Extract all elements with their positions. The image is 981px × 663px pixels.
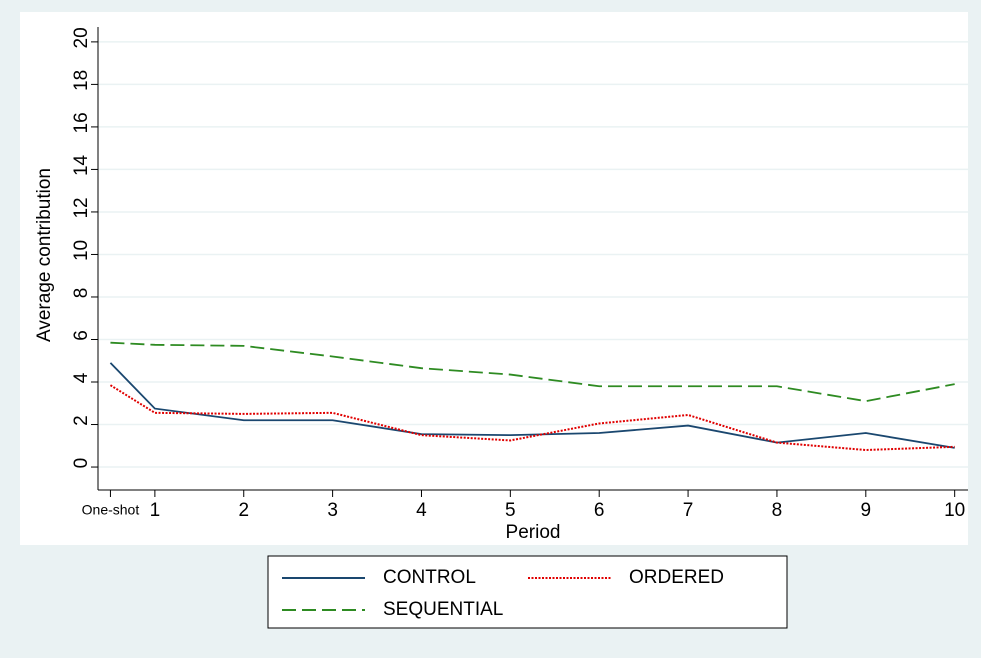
- legend-label: ORDERED: [629, 567, 724, 588]
- x-tick-label: 3: [327, 500, 338, 521]
- x-tick-label: 10: [944, 500, 965, 521]
- y-tick-label: 6: [71, 330, 92, 341]
- y-tick-label: 8: [71, 288, 92, 299]
- x-axis-title: Period: [506, 522, 561, 543]
- x-tick-label: 1: [150, 500, 161, 521]
- y-tick-label: 20: [71, 27, 92, 48]
- legend-label: CONTROL: [383, 567, 476, 588]
- x-tick-label: 2: [238, 500, 249, 521]
- x-tick-label: 4: [416, 500, 427, 521]
- x-tick-label: 7: [683, 500, 694, 521]
- series-line: [110, 341, 955, 403]
- x-tick-label: One-shot: [82, 502, 140, 518]
- x-tick-label: 5: [505, 500, 516, 521]
- legend-label: SEQUENTIAL: [383, 599, 503, 620]
- series-line: [109, 362, 955, 449]
- series-line: [109, 384, 955, 452]
- x-tick-label: 6: [594, 500, 605, 521]
- y-tick-label: 4: [71, 372, 92, 383]
- y-tick-label: 10: [71, 240, 92, 261]
- plot-background: [20, 12, 968, 545]
- y-tick-label: 14: [71, 154, 92, 176]
- y-tick-label: 16: [71, 112, 92, 133]
- y-tick-label: 2: [71, 415, 92, 426]
- y-tick-label: 12: [71, 197, 92, 218]
- y-tick-label: 0: [71, 458, 92, 469]
- x-tick-label: 8: [772, 500, 783, 521]
- y-tick-label: 18: [71, 70, 92, 91]
- legend-box: [267, 555, 788, 629]
- y-axis-title: Average contribution: [34, 168, 55, 342]
- x-tick-label: 9: [861, 500, 872, 521]
